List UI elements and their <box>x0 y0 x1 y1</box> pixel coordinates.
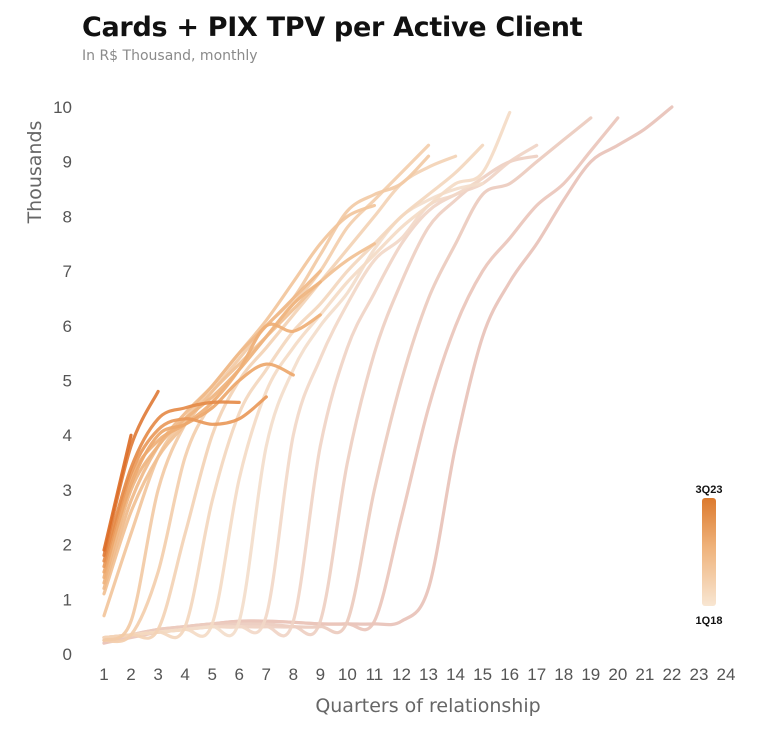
x-tick-label: 22 <box>662 665 681 684</box>
series-line <box>102 143 485 640</box>
x-tick-label: 11 <box>366 665 384 684</box>
y-tick-label: 7 <box>63 262 72 281</box>
x-tick-label: 6 <box>234 665 243 684</box>
y-tick-label: 1 <box>63 590 72 609</box>
x-tick-label: 7 <box>262 665 271 684</box>
y-tick-label: 2 <box>63 536 72 555</box>
x-tick-label: 3 <box>153 665 162 684</box>
x-axis: 1 2 3 4 5 6 7 8 9 10 11 12 13 14 15 16 17 18 19 20 21 22 23 24 <box>99 665 735 684</box>
x-tick-label: 8 <box>289 665 298 684</box>
series-line <box>102 143 539 640</box>
x-tick-label: 15 <box>473 665 492 684</box>
y-tick-label: 10 <box>53 98 72 117</box>
legend-bottom-label: 1Q18 <box>696 615 723 627</box>
series-line <box>102 433 133 552</box>
y-tick-label: 4 <box>63 426 72 445</box>
series-line <box>102 176 485 640</box>
y-tick-label: 9 <box>63 153 72 172</box>
series-line <box>102 182 485 640</box>
series-line <box>102 154 458 640</box>
x-tick-label: 10 <box>338 665 357 684</box>
color-legend: 3Q23 1Q18 <box>696 484 723 627</box>
x-tick-label: 18 <box>554 665 573 684</box>
legend-gradient-bar <box>702 498 716 606</box>
series-line <box>102 395 268 569</box>
x-tick-label: 14 <box>446 665 465 684</box>
x-tick-label: 20 <box>608 665 627 684</box>
x-tick-label: 19 <box>581 665 600 684</box>
series-line <box>102 154 539 642</box>
series-line <box>102 110 512 640</box>
x-tick-label: 9 <box>316 665 325 684</box>
series-lines <box>102 105 674 645</box>
series-line <box>102 280 322 585</box>
x-tick-label: 13 <box>419 665 438 684</box>
series-line <box>102 400 241 563</box>
chart-subtitle: In R$ Thousand, monthly <box>82 48 258 64</box>
legend-top-label: 3Q23 <box>696 484 723 496</box>
y-tick-label: 8 <box>63 207 72 226</box>
y-axis: 0 1 2 3 4 5 6 7 8 9 10 <box>53 98 72 664</box>
y-tick-label: 5 <box>63 372 72 391</box>
y-tick-label: 6 <box>63 317 72 336</box>
x-tick-label: 16 <box>500 665 519 684</box>
series-line <box>102 242 376 596</box>
x-tick-label: 23 <box>689 665 708 684</box>
x-tick-label: 17 <box>527 665 546 684</box>
x-tick-label: 21 <box>635 665 654 684</box>
x-axis-label: Quarters of relationship <box>315 695 540 717</box>
x-tick-label: 1 <box>99 665 108 684</box>
y-tick-label: 0 <box>63 645 72 664</box>
y-axis-label: Thousands <box>24 121 46 225</box>
x-tick-label: 24 <box>717 665 736 684</box>
x-tick-label: 4 <box>180 665 189 684</box>
x-tick-label: 12 <box>392 665 411 684</box>
chart-title: Cards + PIX TPV per Active Client <box>82 12 583 43</box>
x-tick-label: 2 <box>126 665 135 684</box>
series-line <box>102 269 322 590</box>
x-tick-label: 5 <box>207 665 216 684</box>
y-tick-label: 3 <box>63 481 72 500</box>
